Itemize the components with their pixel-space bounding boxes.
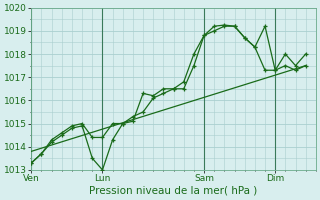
X-axis label: Pression niveau de la mer( hPa ): Pression niveau de la mer( hPa ) [90, 186, 258, 196]
